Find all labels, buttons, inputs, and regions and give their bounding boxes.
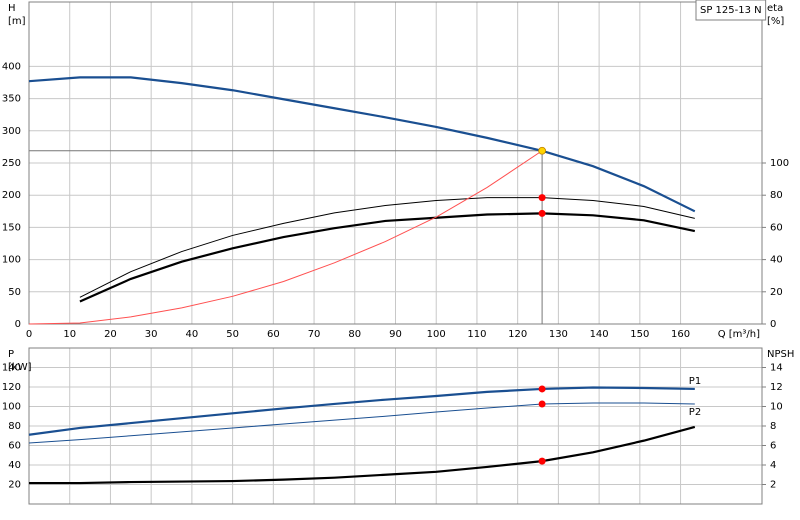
x-tick-label: 10 (63, 329, 76, 340)
y2-tick-label: 100 (770, 158, 789, 169)
y2-tick-label: 0 (770, 319, 776, 330)
y-axis-label: P (8, 349, 14, 360)
y-tick-label: 100 (2, 402, 21, 413)
y2-tick-label: 60 (770, 222, 783, 233)
duty-point (538, 209, 546, 217)
y-tick-label: 350 (2, 94, 21, 105)
x-tick-label: 60 (267, 329, 280, 340)
y-tick-label: 40 (8, 460, 21, 471)
x-tick-label: 90 (389, 329, 402, 340)
y-axis-label: [kW] (8, 362, 32, 373)
x-tick-label: 100 (427, 329, 446, 340)
y-axis-label: H (8, 3, 16, 14)
y-tick-label: 0 (15, 319, 21, 330)
x-tick-label: 30 (145, 329, 158, 340)
y2-tick-label: 10 (770, 402, 783, 413)
y2-axis-label: eta (767, 3, 783, 14)
data-line (28, 76, 696, 213)
y-tick-label: 120 (2, 382, 21, 393)
y2-tick-label: 2 (770, 480, 776, 491)
plot-frame (28, 1, 763, 325)
data-line (29, 425, 696, 485)
x-tick-label: 140 (590, 329, 609, 340)
x-tick-label: 20 (104, 329, 117, 340)
y-tick-label: 20 (8, 480, 21, 491)
data-line (79, 197, 695, 298)
y2-tick-label: 20 (770, 287, 783, 298)
y2-axis-label: NPSH (767, 349, 794, 360)
series-label: P2 (689, 407, 701, 418)
y2-tick-label: 6 (770, 441, 776, 452)
y-tick-label: 80 (8, 421, 21, 432)
x-tick-label: 0 (26, 329, 32, 340)
x-tick-label: 120 (508, 329, 527, 340)
series-label: P1 (689, 376, 701, 387)
duty-point (538, 400, 546, 408)
x-tick-label: 50 (226, 329, 239, 340)
y-tick-label: 250 (2, 158, 21, 169)
duty-point (538, 146, 546, 155)
y2-axis-label: [%] (767, 16, 784, 27)
y2-tick-label: 8 (770, 421, 776, 432)
data-line (28, 402, 695, 444)
duty-point (538, 385, 546, 393)
y2-tick-label: 4 (770, 460, 776, 471)
x-tick-label: 70 (308, 329, 321, 340)
x-tick-label: 130 (549, 329, 568, 340)
y2-tick-label: 80 (770, 190, 783, 201)
x-axis-label: Q [m³/h] (718, 329, 760, 340)
data-line (28, 150, 543, 325)
x-tick-label: 150 (630, 329, 649, 340)
y-tick-label: 150 (2, 222, 21, 233)
duty-point (538, 194, 546, 202)
title-box (695, 0, 767, 21)
y-tick-label: 140 (2, 363, 21, 374)
data-line (28, 386, 695, 436)
y-tick-label: 300 (2, 126, 21, 137)
x-tick-label: 110 (467, 329, 486, 340)
y2-tick-label: 14 (770, 363, 783, 374)
x-tick-label: 40 (186, 329, 199, 340)
x-tick-label: 160 (671, 329, 690, 340)
y-tick-label: 50 (8, 287, 21, 298)
y2-tick-label: 40 (770, 255, 783, 266)
y2-tick-label: 12 (770, 382, 783, 393)
chart-title: SP 125-13 N (700, 5, 762, 16)
duty-point (538, 457, 546, 465)
y-tick-label: 100 (2, 255, 21, 266)
y-tick-label: 60 (8, 441, 21, 452)
y-tick-label: 400 (2, 61, 21, 72)
x-tick-label: 80 (348, 329, 361, 340)
y-axis-label: [m] (8, 16, 26, 27)
plot-frame (28, 347, 763, 505)
data-line (79, 212, 696, 303)
y-tick-label: 200 (2, 190, 21, 201)
